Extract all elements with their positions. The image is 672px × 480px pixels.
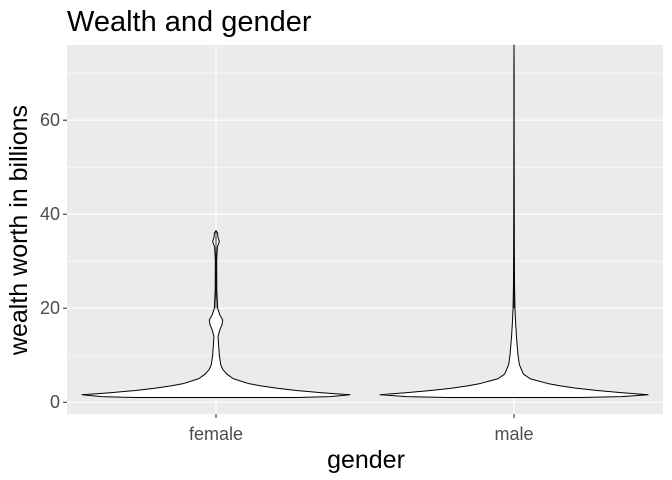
grid-minor	[67, 72, 663, 356]
y-axis-title: wealth worth in billions	[5, 105, 33, 356]
y-tick-label: 40	[40, 204, 60, 224]
y-tick-label: 20	[40, 298, 60, 318]
plot-panel	[67, 45, 663, 414]
y-tick-label: 60	[40, 110, 60, 130]
x-tick-label-female: female	[189, 424, 243, 444]
x-tick-label-male: male	[494, 424, 533, 444]
y-tick-label: 0	[50, 392, 60, 412]
y-axis: 0 20 40 60	[40, 110, 67, 412]
x-axis: female male	[189, 414, 534, 444]
chart-title: Wealth and gender	[67, 6, 312, 38]
violins	[81, 44, 649, 399]
x-axis-title: gender	[327, 446, 405, 474]
